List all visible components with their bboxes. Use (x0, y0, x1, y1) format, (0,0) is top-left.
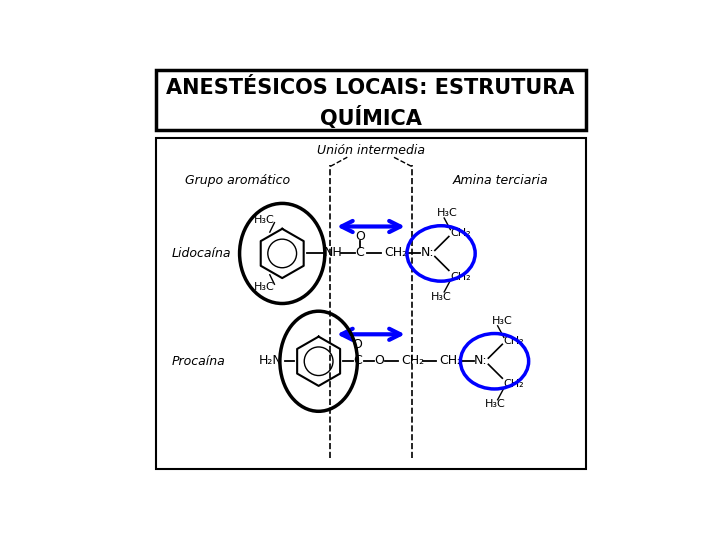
Text: H₃C: H₃C (253, 214, 274, 225)
Bar (156, 70, 586, 130)
Text: C: C (356, 246, 364, 259)
Text: CH₂: CH₂ (402, 354, 425, 367)
Text: CH₂: CH₂ (504, 336, 524, 346)
Text: H₃C: H₃C (492, 316, 512, 326)
Text: CH₂: CH₂ (451, 228, 471, 239)
Text: H₃C: H₃C (485, 400, 505, 409)
Text: Procaína: Procaína (171, 355, 225, 368)
Text: H₂N: H₂N (259, 354, 283, 367)
Text: Amina terciaria: Amina terciaria (453, 174, 549, 187)
Text: Grupo aromático: Grupo aromático (185, 174, 290, 187)
Text: ANESTÉSICOS LOCAIS: ESTRUTURA: ANESTÉSICOS LOCAIS: ESTRUTURA (166, 78, 575, 98)
Bar (156, 138, 586, 469)
Text: N:: N: (474, 354, 487, 367)
Text: Lidocaína: Lidocaína (171, 247, 231, 260)
Text: H₃C: H₃C (431, 292, 451, 301)
Text: N:: N: (420, 246, 434, 259)
Text: O: O (374, 354, 384, 367)
Text: QUÍMICA: QUÍMICA (320, 106, 421, 129)
Text: CH₂: CH₂ (504, 379, 524, 389)
Text: NH: NH (324, 246, 343, 259)
Text: Unión intermedia: Unión intermedia (317, 144, 425, 157)
Text: O: O (355, 230, 364, 243)
Text: H₃C: H₃C (436, 208, 457, 218)
Text: CH₂: CH₂ (384, 246, 408, 259)
Text: H₃C: H₃C (253, 282, 274, 292)
Text: CH₂: CH₂ (439, 354, 463, 367)
Text: CH₂: CH₂ (451, 272, 471, 281)
Text: C: C (353, 354, 361, 367)
Text: O: O (352, 338, 362, 351)
